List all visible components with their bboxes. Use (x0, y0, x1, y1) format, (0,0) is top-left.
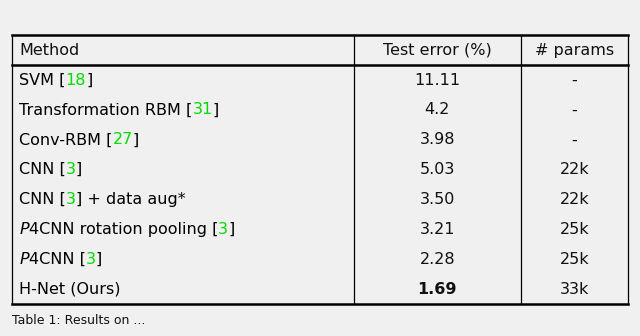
Text: ]: ] (76, 162, 82, 177)
Text: -: - (572, 73, 577, 88)
Text: 3: 3 (86, 252, 96, 267)
Text: 3: 3 (66, 162, 76, 177)
Text: 33k: 33k (560, 282, 589, 297)
Text: P: P (19, 252, 29, 267)
Text: 3: 3 (218, 222, 228, 237)
Text: ] + data aug*: ] + data aug* (76, 192, 186, 207)
Text: H-Net (Ours): H-Net (Ours) (19, 282, 121, 297)
Text: # params: # params (535, 43, 614, 58)
Text: 25k: 25k (560, 222, 589, 237)
Text: ]: ] (212, 102, 219, 118)
Text: 25k: 25k (560, 252, 589, 267)
Text: Transformation RBM [: Transformation RBM [ (19, 102, 193, 118)
Text: P: P (19, 222, 29, 237)
Text: 3: 3 (66, 192, 76, 207)
Text: 31: 31 (193, 102, 212, 118)
Text: 2.28: 2.28 (419, 252, 455, 267)
Text: SVM [: SVM [ (19, 73, 65, 88)
Text: 22k: 22k (560, 192, 589, 207)
Text: 3.21: 3.21 (419, 222, 455, 237)
Text: 18: 18 (65, 73, 86, 88)
Text: 1.69: 1.69 (417, 282, 457, 297)
Text: 27: 27 (113, 132, 133, 147)
Text: ]: ] (228, 222, 234, 237)
Text: 4.2: 4.2 (424, 102, 450, 118)
Text: CNN [: CNN [ (19, 162, 66, 177)
Text: Test error (%): Test error (%) (383, 43, 492, 58)
Text: Table 1: Results on ...: Table 1: Results on ... (12, 314, 145, 327)
Text: 11.11: 11.11 (414, 73, 460, 88)
Text: ]: ] (133, 132, 139, 147)
Text: -: - (572, 102, 577, 118)
Text: 5.03: 5.03 (420, 162, 455, 177)
Text: 3.50: 3.50 (420, 192, 455, 207)
Text: ]: ] (96, 252, 102, 267)
Text: Method: Method (19, 43, 79, 58)
Text: CNN [: CNN [ (19, 192, 66, 207)
Text: -: - (572, 132, 577, 147)
Text: 4CNN rotation pooling [: 4CNN rotation pooling [ (29, 222, 218, 237)
Text: 4CNN [: 4CNN [ (29, 252, 86, 267)
Text: ]: ] (86, 73, 92, 88)
Text: Conv-RBM [: Conv-RBM [ (19, 132, 113, 147)
Text: 22k: 22k (560, 162, 589, 177)
Text: 3.98: 3.98 (419, 132, 455, 147)
